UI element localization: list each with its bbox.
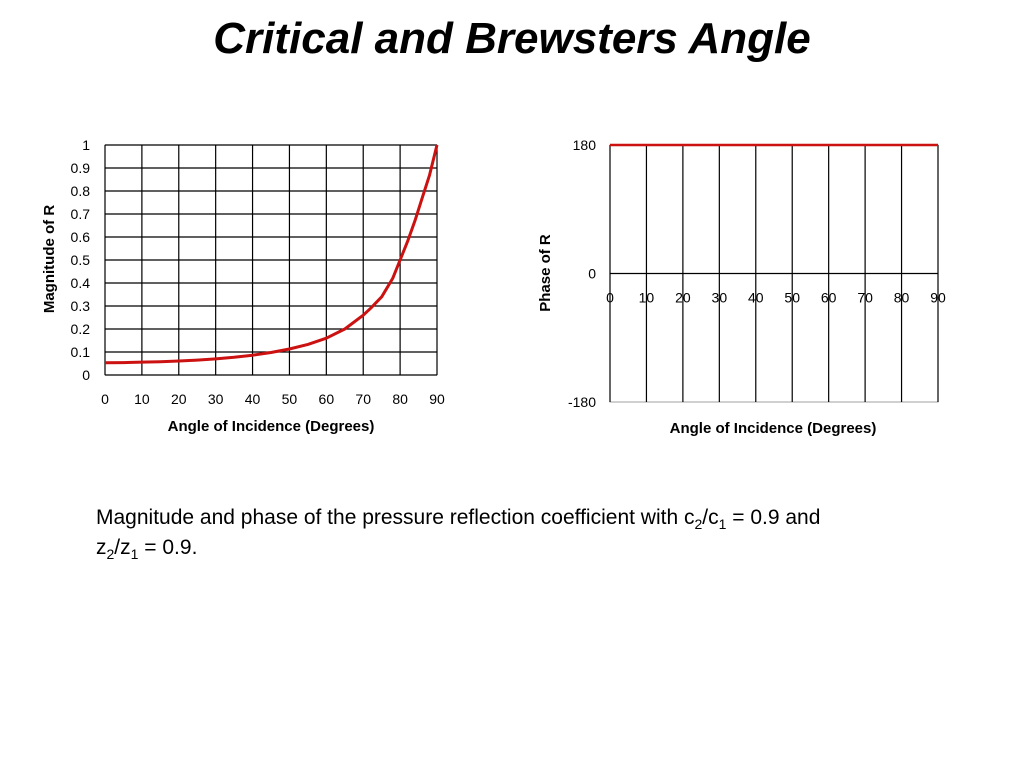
magnitude-x-tick-label: 70 xyxy=(355,391,371,407)
phase-x-tick-labels: 0 10 20 30 40 50 60 70 80 90 xyxy=(606,290,946,306)
caption-sub-c1: 1 xyxy=(718,516,727,533)
magnitude-grid xyxy=(104,144,438,376)
magnitude-y-tick-label: 0.6 xyxy=(71,229,91,245)
slide-title: Critical and Brewsters Angle xyxy=(213,14,811,63)
magnitude-series-line xyxy=(104,144,439,365)
caption-sub-z1: 1 xyxy=(130,546,139,563)
magnitude-x-tick-label: 90 xyxy=(429,391,445,407)
caption-line1-prefix: Magnitude and phase of the pressure refl… xyxy=(96,506,695,529)
caption-slash-c: /c xyxy=(702,506,719,529)
caption-line2-prefix: z xyxy=(96,536,107,559)
magnitude-y-tick-label: 0.8 xyxy=(71,183,91,199)
magnitude-x-tick-label: 30 xyxy=(208,391,224,407)
magnitude-y-tick-label: 0.1 xyxy=(71,344,91,360)
caption-line1-suffix: = 0.9 and xyxy=(726,506,821,529)
caption-sub-z2: 2 xyxy=(106,546,115,563)
magnitude-y-tick-label: 0.9 xyxy=(71,160,91,176)
magnitude-x-tick-label: 80 xyxy=(392,391,408,407)
magnitude-x-tick-label: 40 xyxy=(245,391,261,407)
phase-x-tick-label: 0 xyxy=(606,290,614,306)
magnitude-x-tick-label: 10 xyxy=(134,391,150,407)
caption-line2-suffix: = 0.9. xyxy=(138,536,198,559)
magnitude-y-axis-label: Magnitude of R xyxy=(41,205,58,313)
magnitude-y-tick-labels: 0 0.1 0.2 0.3 0.4 0.5 0.6 0.7 0.8 0.9 1 xyxy=(71,137,91,383)
phase-x-tick-label: 80 xyxy=(894,290,910,306)
phase-y-tick-label: 0 xyxy=(588,266,596,282)
phase-y-tick-label: 180 xyxy=(573,137,597,153)
magnitude-y-tick-label: 0.5 xyxy=(71,252,91,268)
phase-y-tick-label: -180 xyxy=(568,394,596,410)
phase-y-axis-label: Phase of R xyxy=(537,234,554,312)
phase-chart: -180 0 180 0 10 20 30 40 50 60 70 80 90 Angle of In… xyxy=(537,137,946,437)
magnitude-x-tick-label: 0 xyxy=(101,391,109,407)
phase-x-tick-label: 90 xyxy=(930,290,946,306)
magnitude-x-tick-labels: 0 10 20 30 40 50 60 70 80 90 xyxy=(101,391,445,407)
magnitude-y-tick-label: 1 xyxy=(82,137,90,153)
magnitude-y-tick-label: 0.3 xyxy=(71,298,91,314)
magnitude-series xyxy=(104,144,439,365)
magnitude-y-tick-label: 0.4 xyxy=(71,275,91,291)
magnitude-y-tick-label: 0 xyxy=(82,367,90,383)
phase-x-tick-label: 50 xyxy=(784,290,800,306)
phase-x-tick-label: 10 xyxy=(639,290,655,306)
magnitude-x-tick-label: 20 xyxy=(171,391,187,407)
phase-x-tick-label: 60 xyxy=(821,290,837,306)
phase-grid xyxy=(609,144,939,403)
magnitude-x-tick-label: 50 xyxy=(282,391,298,407)
phase-y-tick-labels: -180 0 180 xyxy=(568,137,596,410)
caption-slash-z: /z xyxy=(114,536,131,559)
magnitude-chart: 0 0.1 0.2 0.3 0.4 0.5 0.6 0.7 0.8 0.9 1 0 10 20 30 40 5… xyxy=(41,137,445,435)
figure-caption: Magnitude and phase of the pressure refl… xyxy=(96,503,936,563)
phase-x-tick-label: 30 xyxy=(712,290,728,306)
caption-sub-c2: 2 xyxy=(694,516,703,533)
magnitude-x-axis-label: Angle of Incidence (Degrees) xyxy=(168,418,375,435)
phase-x-tick-label: 40 xyxy=(748,290,764,306)
magnitude-x-tick-label: 60 xyxy=(319,391,335,407)
phase-x-tick-label: 20 xyxy=(675,290,691,306)
magnitude-y-tick-label: 0.2 xyxy=(71,321,91,337)
phase-x-tick-label: 70 xyxy=(857,290,873,306)
phase-x-axis-label: Angle of Incidence (Degrees) xyxy=(670,420,877,437)
magnitude-y-tick-label: 0.7 xyxy=(71,206,91,222)
